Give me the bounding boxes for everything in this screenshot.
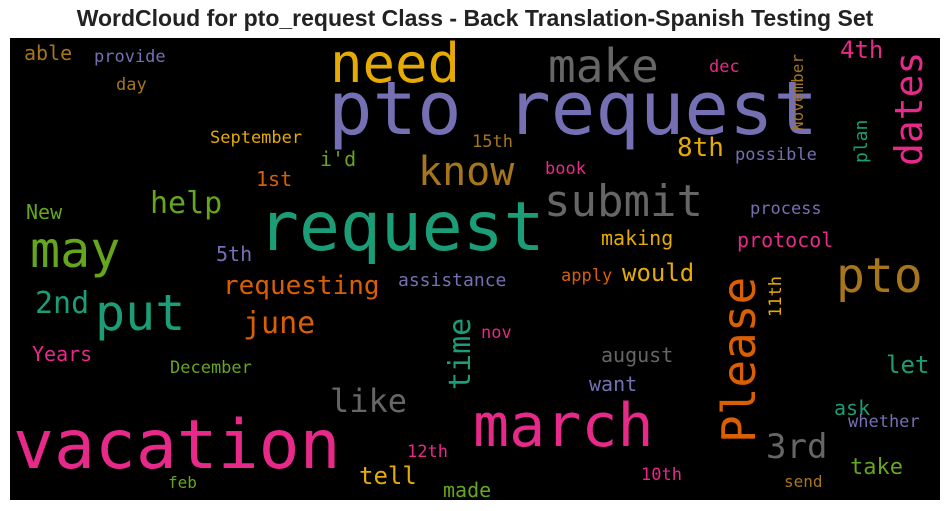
word-15th: 15th	[472, 132, 513, 152]
word-september: September	[210, 128, 302, 148]
word-need: need	[330, 38, 460, 95]
word-cloud: pto request request vacation march need make m…	[10, 38, 940, 500]
word-provide: provide	[94, 47, 166, 67]
word-4th: 4th	[840, 38, 883, 64]
word-like: like	[330, 382, 407, 420]
word-know: know	[418, 149, 515, 195]
word-5th: 5th	[216, 242, 252, 266]
word-want: want	[589, 372, 637, 396]
word-let: let	[886, 351, 929, 379]
word-making: making	[601, 226, 673, 250]
word-11th: 11th	[766, 276, 786, 317]
word-apply: apply	[561, 266, 612, 286]
word-help: help	[150, 186, 222, 221]
word-protocol: protocol	[737, 228, 833, 252]
chart-title: WordCloud for pto_request Class - Back T…	[76, 5, 874, 31]
word-send: send	[784, 472, 823, 491]
word-november: November	[788, 54, 807, 131]
word-pto: pto	[836, 248, 923, 304]
word-able: able	[24, 41, 72, 65]
word-may: may	[30, 221, 120, 279]
word-would: would	[622, 259, 694, 287]
word-march: march	[473, 391, 654, 461]
word-put: put	[95, 284, 185, 342]
word-june: june	[243, 306, 315, 341]
word-nov: nov	[481, 323, 512, 343]
word-book: book	[545, 159, 586, 179]
word-cloud-canvas: pto request request vacation march need make m…	[13, 38, 931, 500]
word-vacation: vacation	[13, 406, 341, 485]
word-whether: whether	[848, 412, 920, 432]
word-made: made	[443, 478, 491, 500]
word-1st: 1st	[256, 167, 292, 191]
word-august: august	[601, 343, 673, 367]
word-10th: 10th	[641, 465, 682, 485]
word-i-d: i'd	[320, 147, 356, 171]
word-submit: submit	[544, 176, 703, 227]
word-8th: 8th	[677, 133, 724, 163]
word-dates: dates	[887, 52, 931, 166]
word-tell: tell	[359, 462, 417, 490]
word-dec: dec	[709, 57, 740, 77]
word-take: take	[850, 455, 903, 480]
word-day: day	[116, 75, 147, 95]
word-process: process	[750, 199, 822, 219]
word-time: time	[443, 318, 478, 390]
word-make: make	[548, 39, 659, 93]
word-new: New	[26, 200, 63, 224]
word-feb: feb	[168, 473, 197, 492]
word-please: Please	[712, 277, 766, 443]
word-3rd: 3rd	[766, 427, 827, 467]
word-2nd: 2nd	[35, 286, 89, 321]
word-pto-request: pto request	[328, 66, 818, 152]
word-years: Years	[32, 342, 92, 366]
word-december: December	[170, 358, 252, 378]
word-ask: ask	[834, 396, 870, 420]
word-assistance: assistance	[398, 270, 506, 291]
word-possible: possible	[735, 145, 817, 165]
word-12th: 12th	[407, 442, 448, 462]
word-request: request	[258, 188, 545, 267]
word-requesting: requesting	[223, 271, 380, 301]
word-plan: plan	[851, 120, 872, 163]
